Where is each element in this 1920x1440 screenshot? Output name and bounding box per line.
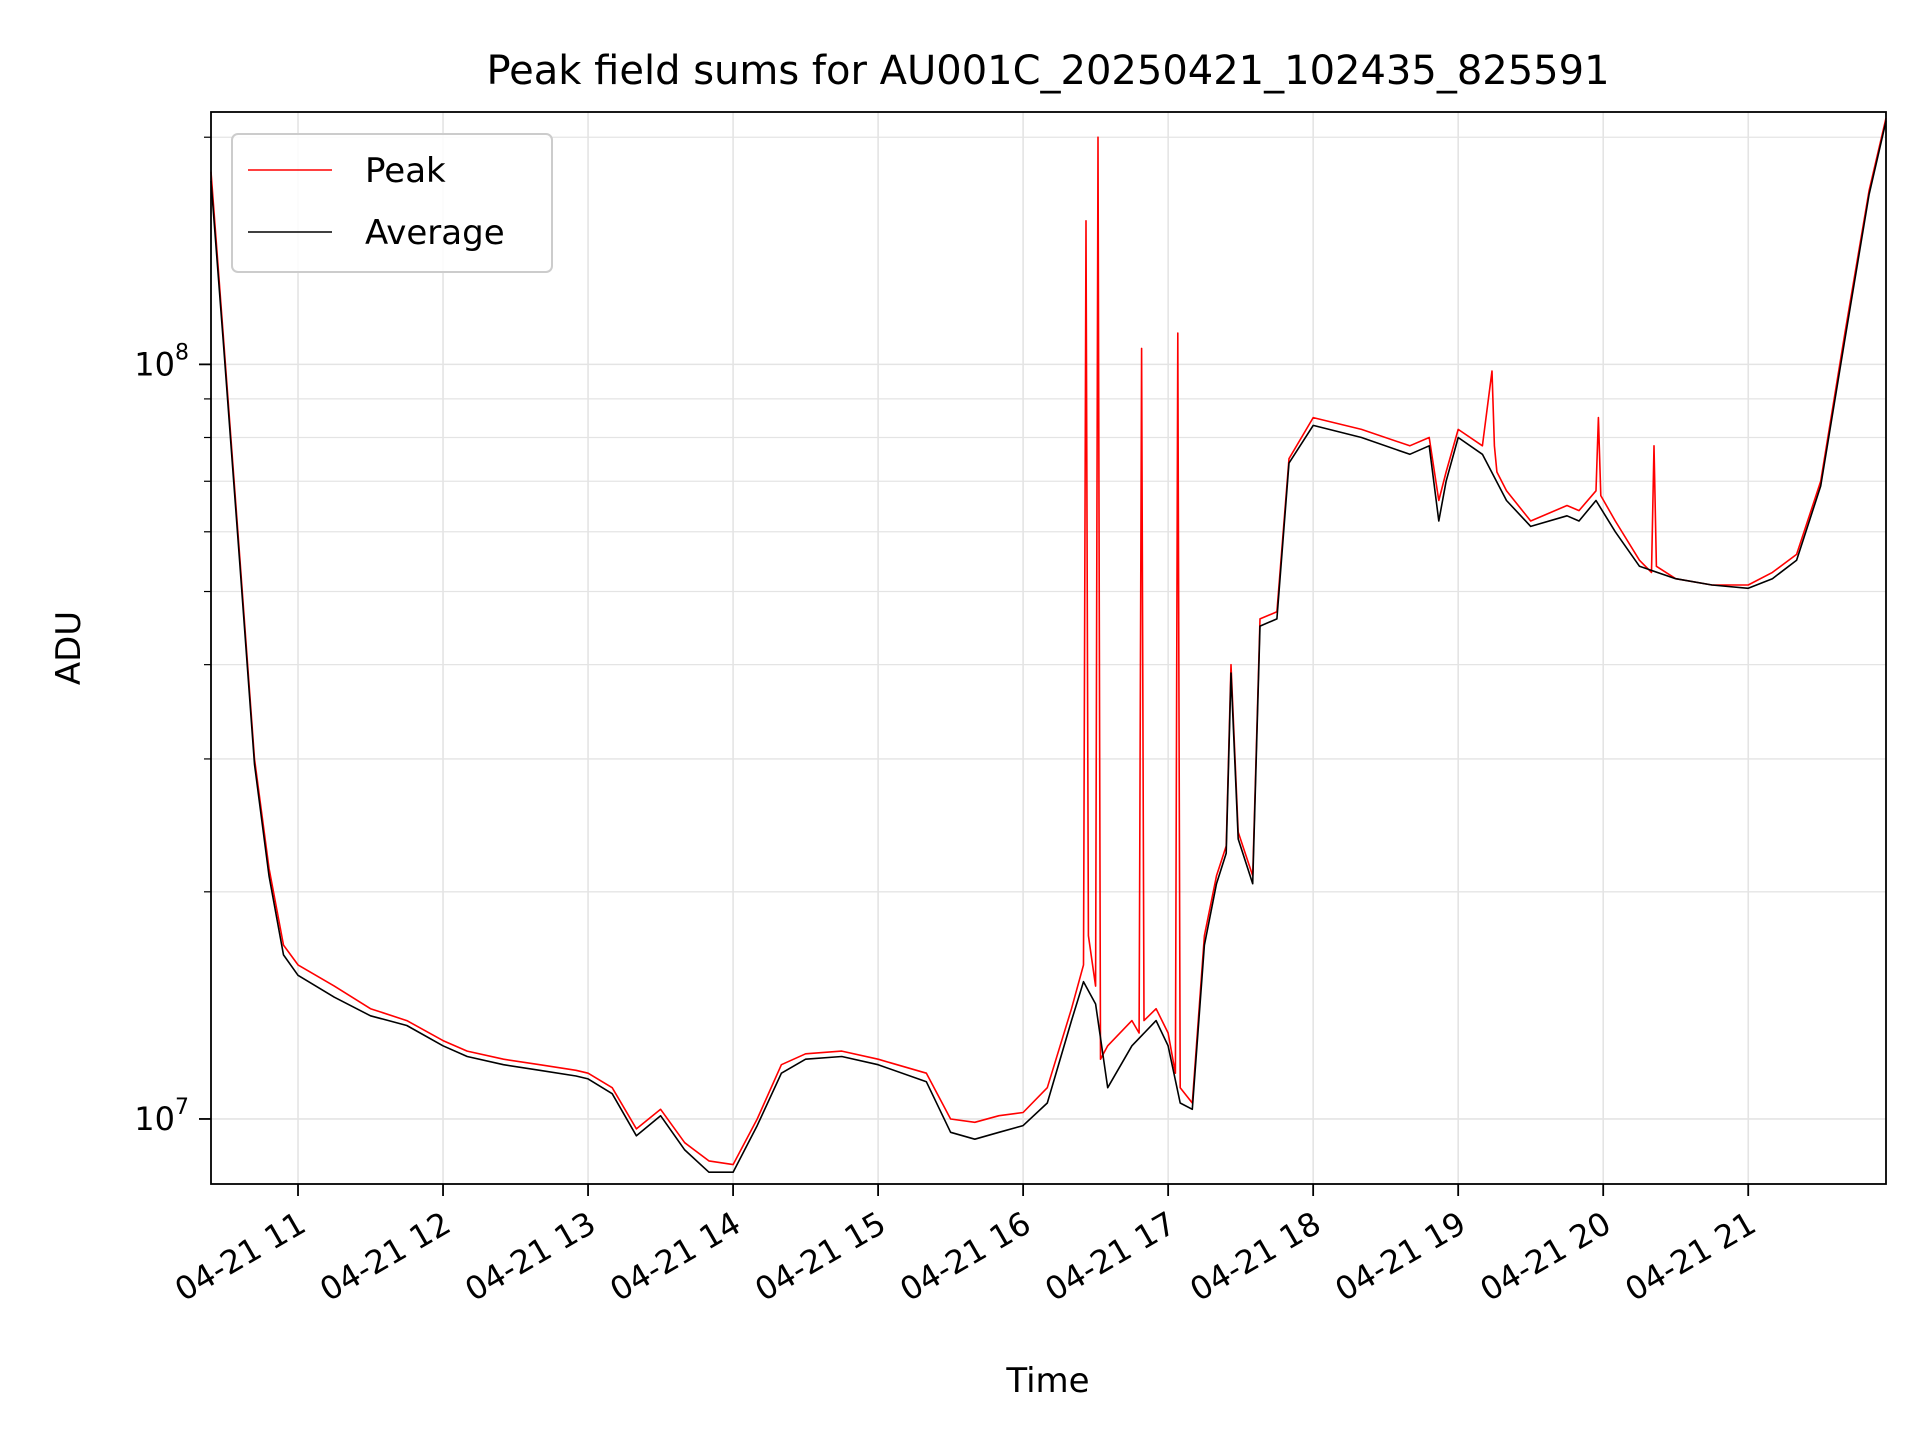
legend-label-peak: Peak [365,151,446,191]
series-layer [210,117,1887,1173]
series-line-peak [210,117,1887,1166]
x-tick-label: 04-21 16 [894,1204,1038,1309]
x-axis-label: Time [1005,1361,1089,1401]
legend-box [231,133,553,273]
y-axis: 107 108 [134,136,211,1138]
x-tick-label: 04-21 21 [1619,1204,1763,1309]
legend-label-average: Average [365,213,505,253]
x-tick-label: 04-21 13 [458,1204,602,1309]
chart-title: Peak field sums for AU001C_20250421_1024… [486,48,1609,94]
y-axis-label: ADU [49,611,89,685]
x-axis: 04-21 11 04-21 12 04-21 13 04-21 14 04-21 15… [168,1184,1762,1309]
x-tick-label: 04-21 14 [603,1204,747,1309]
grid [211,112,1886,1184]
x-tick-label: 04-21 20 [1474,1204,1618,1309]
x-tick-label: 04-21 15 [749,1204,893,1309]
x-tick-label: 04-21 12 [313,1204,457,1309]
x-tick-label: 04-21 11 [168,1204,312,1309]
x-tick-label: 04-21 19 [1329,1204,1473,1309]
x-tick-label: 04-21 18 [1184,1204,1328,1309]
plot-frame [210,111,1887,1185]
y-tick-label: 107 [134,1095,189,1138]
y-tick-label: 108 [134,340,189,383]
x-tick-label: 04-21 17 [1039,1204,1183,1309]
series-line-average [210,121,1887,1173]
legend: Peak Average [231,133,553,273]
